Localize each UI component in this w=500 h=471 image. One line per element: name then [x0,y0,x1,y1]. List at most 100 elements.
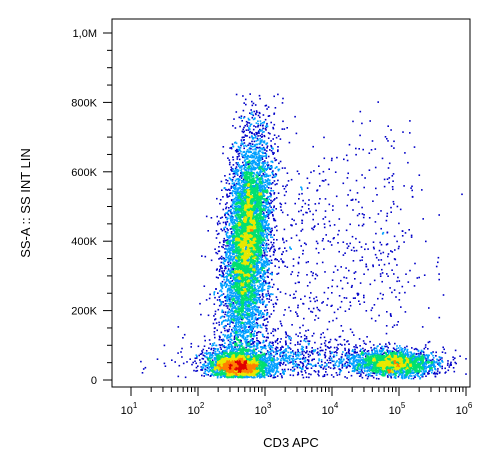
event-dot [253,253,256,256]
event-dot [257,120,259,122]
event-dot [242,139,245,142]
event-dot [278,168,281,171]
event-dot [231,215,233,218]
event-dot [279,160,282,163]
event-dot [272,209,275,212]
event-dot [257,287,260,290]
event-dot [237,306,239,308]
event-dot [261,262,263,265]
event-dot [259,112,261,115]
event-dot [242,331,244,334]
event-dot [255,218,258,221]
event-dot [266,219,269,222]
event-dot [226,270,229,272]
event-dot [222,221,225,224]
event-dot [234,214,237,217]
event-dot [240,213,243,216]
event-dot [257,139,259,142]
event-dot [244,155,247,158]
event-dot [253,173,256,175]
event-dot [228,159,231,161]
event-dot [266,237,269,240]
event-dot [237,178,240,180]
event-dot [226,218,228,221]
event-dot [266,235,269,237]
event-dot [255,156,258,158]
event-dot [259,183,262,186]
event-dot [266,147,268,149]
event-dot [259,171,261,174]
event-dot [250,113,252,115]
event-dot [245,169,247,171]
event-dot [223,259,225,262]
event-dot [266,179,268,182]
event-dot [261,179,264,182]
event-dot [270,202,272,204]
event-dot [263,191,266,193]
event-dot [225,319,227,321]
event-dot [259,190,262,193]
event-dot [227,263,230,266]
event-dot [230,205,232,208]
event-dot [229,254,231,257]
event-dot [273,283,275,286]
event-dot [257,253,259,255]
event-dot [224,248,226,250]
event-dot [254,325,256,327]
event-dot [222,258,224,260]
event-dot [267,213,270,216]
event-dot [214,296,216,299]
event-dot [231,170,233,172]
event-dot [267,132,270,134]
event-dot [223,237,225,240]
event-dot [242,183,244,186]
event-dot [225,179,227,181]
event-dot [227,310,230,313]
event-dot [237,162,239,164]
event-dot [257,156,260,158]
event-dot [275,136,278,139]
event-dot [240,144,242,147]
event-dot [226,348,228,351]
event-dot [257,172,259,174]
event-dot [259,142,262,144]
event-dot [224,239,227,242]
event-dot [262,192,264,194]
event-dot [228,177,231,179]
event-dot [259,134,261,137]
event-dot [220,267,222,269]
event-dot [264,184,266,186]
event-dot [262,151,264,154]
event-dot [246,157,249,160]
event-dot [273,248,276,251]
event-dot [265,208,267,210]
event-dot [240,296,243,299]
event-dot [231,227,234,229]
event-dot [252,310,254,312]
event-dot [232,224,235,226]
event-dot [235,170,237,172]
event-dot [218,274,221,276]
event-dot [247,121,249,124]
event-dot [286,184,288,186]
event-dot [239,192,241,195]
event-dot [266,282,269,285]
event-dot [232,316,235,319]
event-dot [273,157,276,160]
event-dot [252,156,254,159]
event-dot [266,163,268,166]
event-dot [244,176,247,178]
event-dot [235,151,238,153]
event-dot [264,280,267,282]
event-dot [247,163,249,166]
event-dot [205,299,208,301]
event-dot [262,296,265,298]
event-dot [234,243,236,246]
event-dot [241,201,244,203]
event-dot [256,345,259,347]
event-dot [257,146,259,149]
event-dot [267,164,269,167]
event-dot [226,193,228,196]
event-dot [232,302,234,304]
event-dot [253,159,255,162]
